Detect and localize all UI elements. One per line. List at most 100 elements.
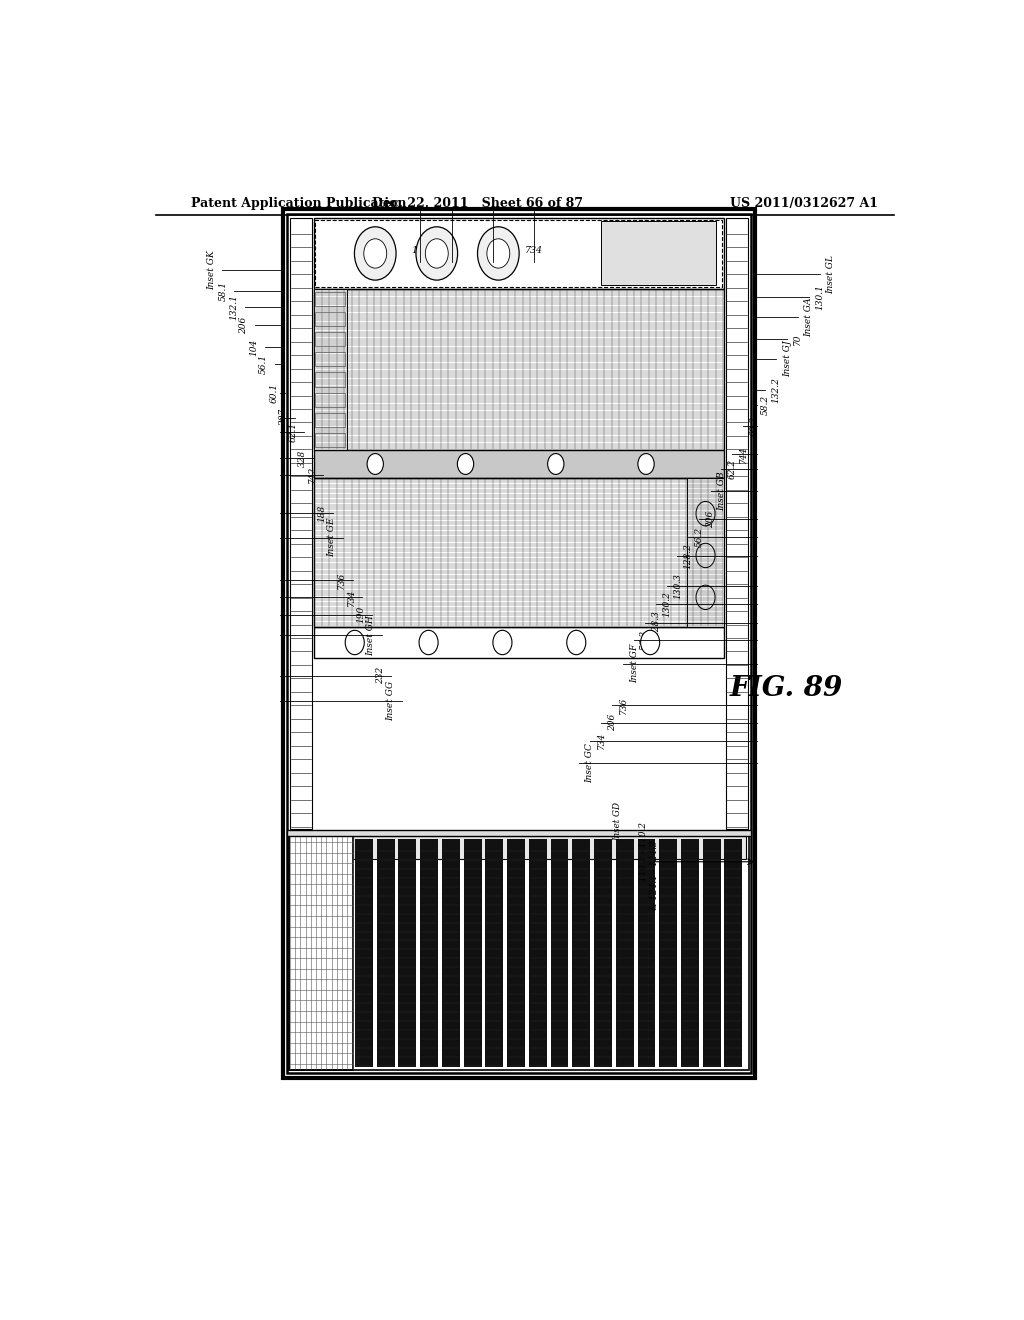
Bar <box>702 838 721 1067</box>
Bar <box>315 433 345 447</box>
Bar <box>377 838 394 1067</box>
Bar <box>615 838 634 1067</box>
Text: 734: 734 <box>525 246 544 255</box>
Bar <box>287 214 751 1073</box>
Text: 207: 207 <box>280 409 288 426</box>
Text: FIG. 89: FIG. 89 <box>730 676 844 702</box>
Bar <box>638 838 655 1067</box>
Text: 62.1: 62.1 <box>289 422 298 442</box>
Text: 60.2: 60.2 <box>750 416 759 436</box>
Text: 128.3: 128.3 <box>651 610 660 636</box>
Text: 54: 54 <box>445 246 458 255</box>
Bar <box>551 838 568 1067</box>
Text: 56.2: 56.2 <box>695 527 703 546</box>
Text: 56.3: 56.3 <box>640 630 649 651</box>
Circle shape <box>458 454 474 474</box>
Text: 206: 206 <box>607 714 616 731</box>
Bar <box>315 352 345 367</box>
Circle shape <box>566 630 586 655</box>
Bar <box>528 838 547 1067</box>
Text: 736: 736 <box>618 697 628 714</box>
Circle shape <box>354 227 396 280</box>
Text: 206: 206 <box>240 317 249 334</box>
Text: Inset GA: Inset GA <box>805 297 813 337</box>
Bar <box>315 333 345 346</box>
Text: 130.2: 130.2 <box>663 590 672 616</box>
Text: 128.2: 128.2 <box>684 543 693 569</box>
Bar <box>313 289 346 450</box>
Text: 734: 734 <box>346 589 355 606</box>
Text: US 2011/0312627 A1: US 2011/0312627 A1 <box>730 197 878 210</box>
Text: 60.1: 60.1 <box>269 383 279 403</box>
Text: 62.2: 62.2 <box>727 459 736 479</box>
Bar <box>507 838 525 1067</box>
Bar <box>315 392 345 407</box>
Text: 130.3: 130.3 <box>674 573 682 599</box>
Bar <box>572 838 590 1067</box>
Bar <box>283 210 755 1078</box>
Bar <box>726 218 748 829</box>
Bar <box>289 836 749 1071</box>
Bar <box>313 478 724 627</box>
Bar <box>313 450 724 478</box>
Bar <box>315 312 345 326</box>
Text: 58.2: 58.2 <box>761 395 770 416</box>
Circle shape <box>486 239 510 268</box>
Text: 70: 70 <box>794 334 802 345</box>
Circle shape <box>548 454 564 474</box>
Text: Inset GF: Inset GF <box>630 644 639 684</box>
Circle shape <box>477 227 519 280</box>
Text: Inset GB: Inset GB <box>717 471 726 511</box>
Text: Inset GD: Inset GD <box>613 801 623 841</box>
Bar <box>313 289 724 450</box>
Bar <box>398 838 417 1067</box>
Bar <box>355 838 373 1067</box>
Circle shape <box>493 630 512 655</box>
Text: 56.1: 56.1 <box>259 354 268 374</box>
Text: 58.1: 58.1 <box>219 280 227 301</box>
Bar <box>315 220 722 286</box>
Bar <box>659 838 677 1067</box>
Circle shape <box>416 227 458 280</box>
Bar <box>485 838 503 1067</box>
Circle shape <box>367 454 383 474</box>
Text: 110.1 - 110.2: 110.1 - 110.2 <box>639 822 648 880</box>
Bar <box>289 836 353 1071</box>
Circle shape <box>425 239 449 268</box>
Bar <box>594 838 612 1067</box>
Text: 118: 118 <box>411 246 429 255</box>
Bar <box>681 838 698 1067</box>
Bar <box>313 627 724 657</box>
Text: 742: 742 <box>307 466 316 483</box>
Text: 68: 68 <box>487 246 499 255</box>
Text: 736: 736 <box>337 572 346 589</box>
Circle shape <box>638 454 654 474</box>
Circle shape <box>419 630 438 655</box>
Bar <box>420 838 438 1067</box>
Bar <box>464 838 481 1067</box>
Text: 232: 232 <box>376 667 385 684</box>
Bar <box>287 830 751 836</box>
Text: Inset GC: Inset GC <box>586 743 594 783</box>
Text: Inset GG: Inset GG <box>386 681 395 721</box>
Text: Inset GK: Inset GK <box>207 251 216 290</box>
Circle shape <box>641 630 659 655</box>
Text: 206: 206 <box>706 511 715 528</box>
Bar <box>353 836 746 859</box>
Bar <box>313 218 724 289</box>
Text: 104: 104 <box>250 339 259 356</box>
Circle shape <box>345 630 365 655</box>
Text: 734: 734 <box>597 733 605 750</box>
Text: & 124.1 - 124.3: & 124.1 - 124.3 <box>650 841 659 909</box>
Bar <box>687 478 724 627</box>
Bar <box>601 222 716 285</box>
Text: 132.2: 132.2 <box>772 378 781 403</box>
Text: Inset GL: Inset GL <box>826 255 836 294</box>
Bar <box>315 372 345 387</box>
Bar <box>290 218 312 829</box>
Bar <box>442 838 460 1067</box>
Text: Dec. 22, 2011   Sheet 66 of 87: Dec. 22, 2011 Sheet 66 of 87 <box>372 197 583 210</box>
Text: Inset GH: Inset GH <box>367 615 376 656</box>
Bar <box>725 838 742 1067</box>
Circle shape <box>364 239 387 268</box>
